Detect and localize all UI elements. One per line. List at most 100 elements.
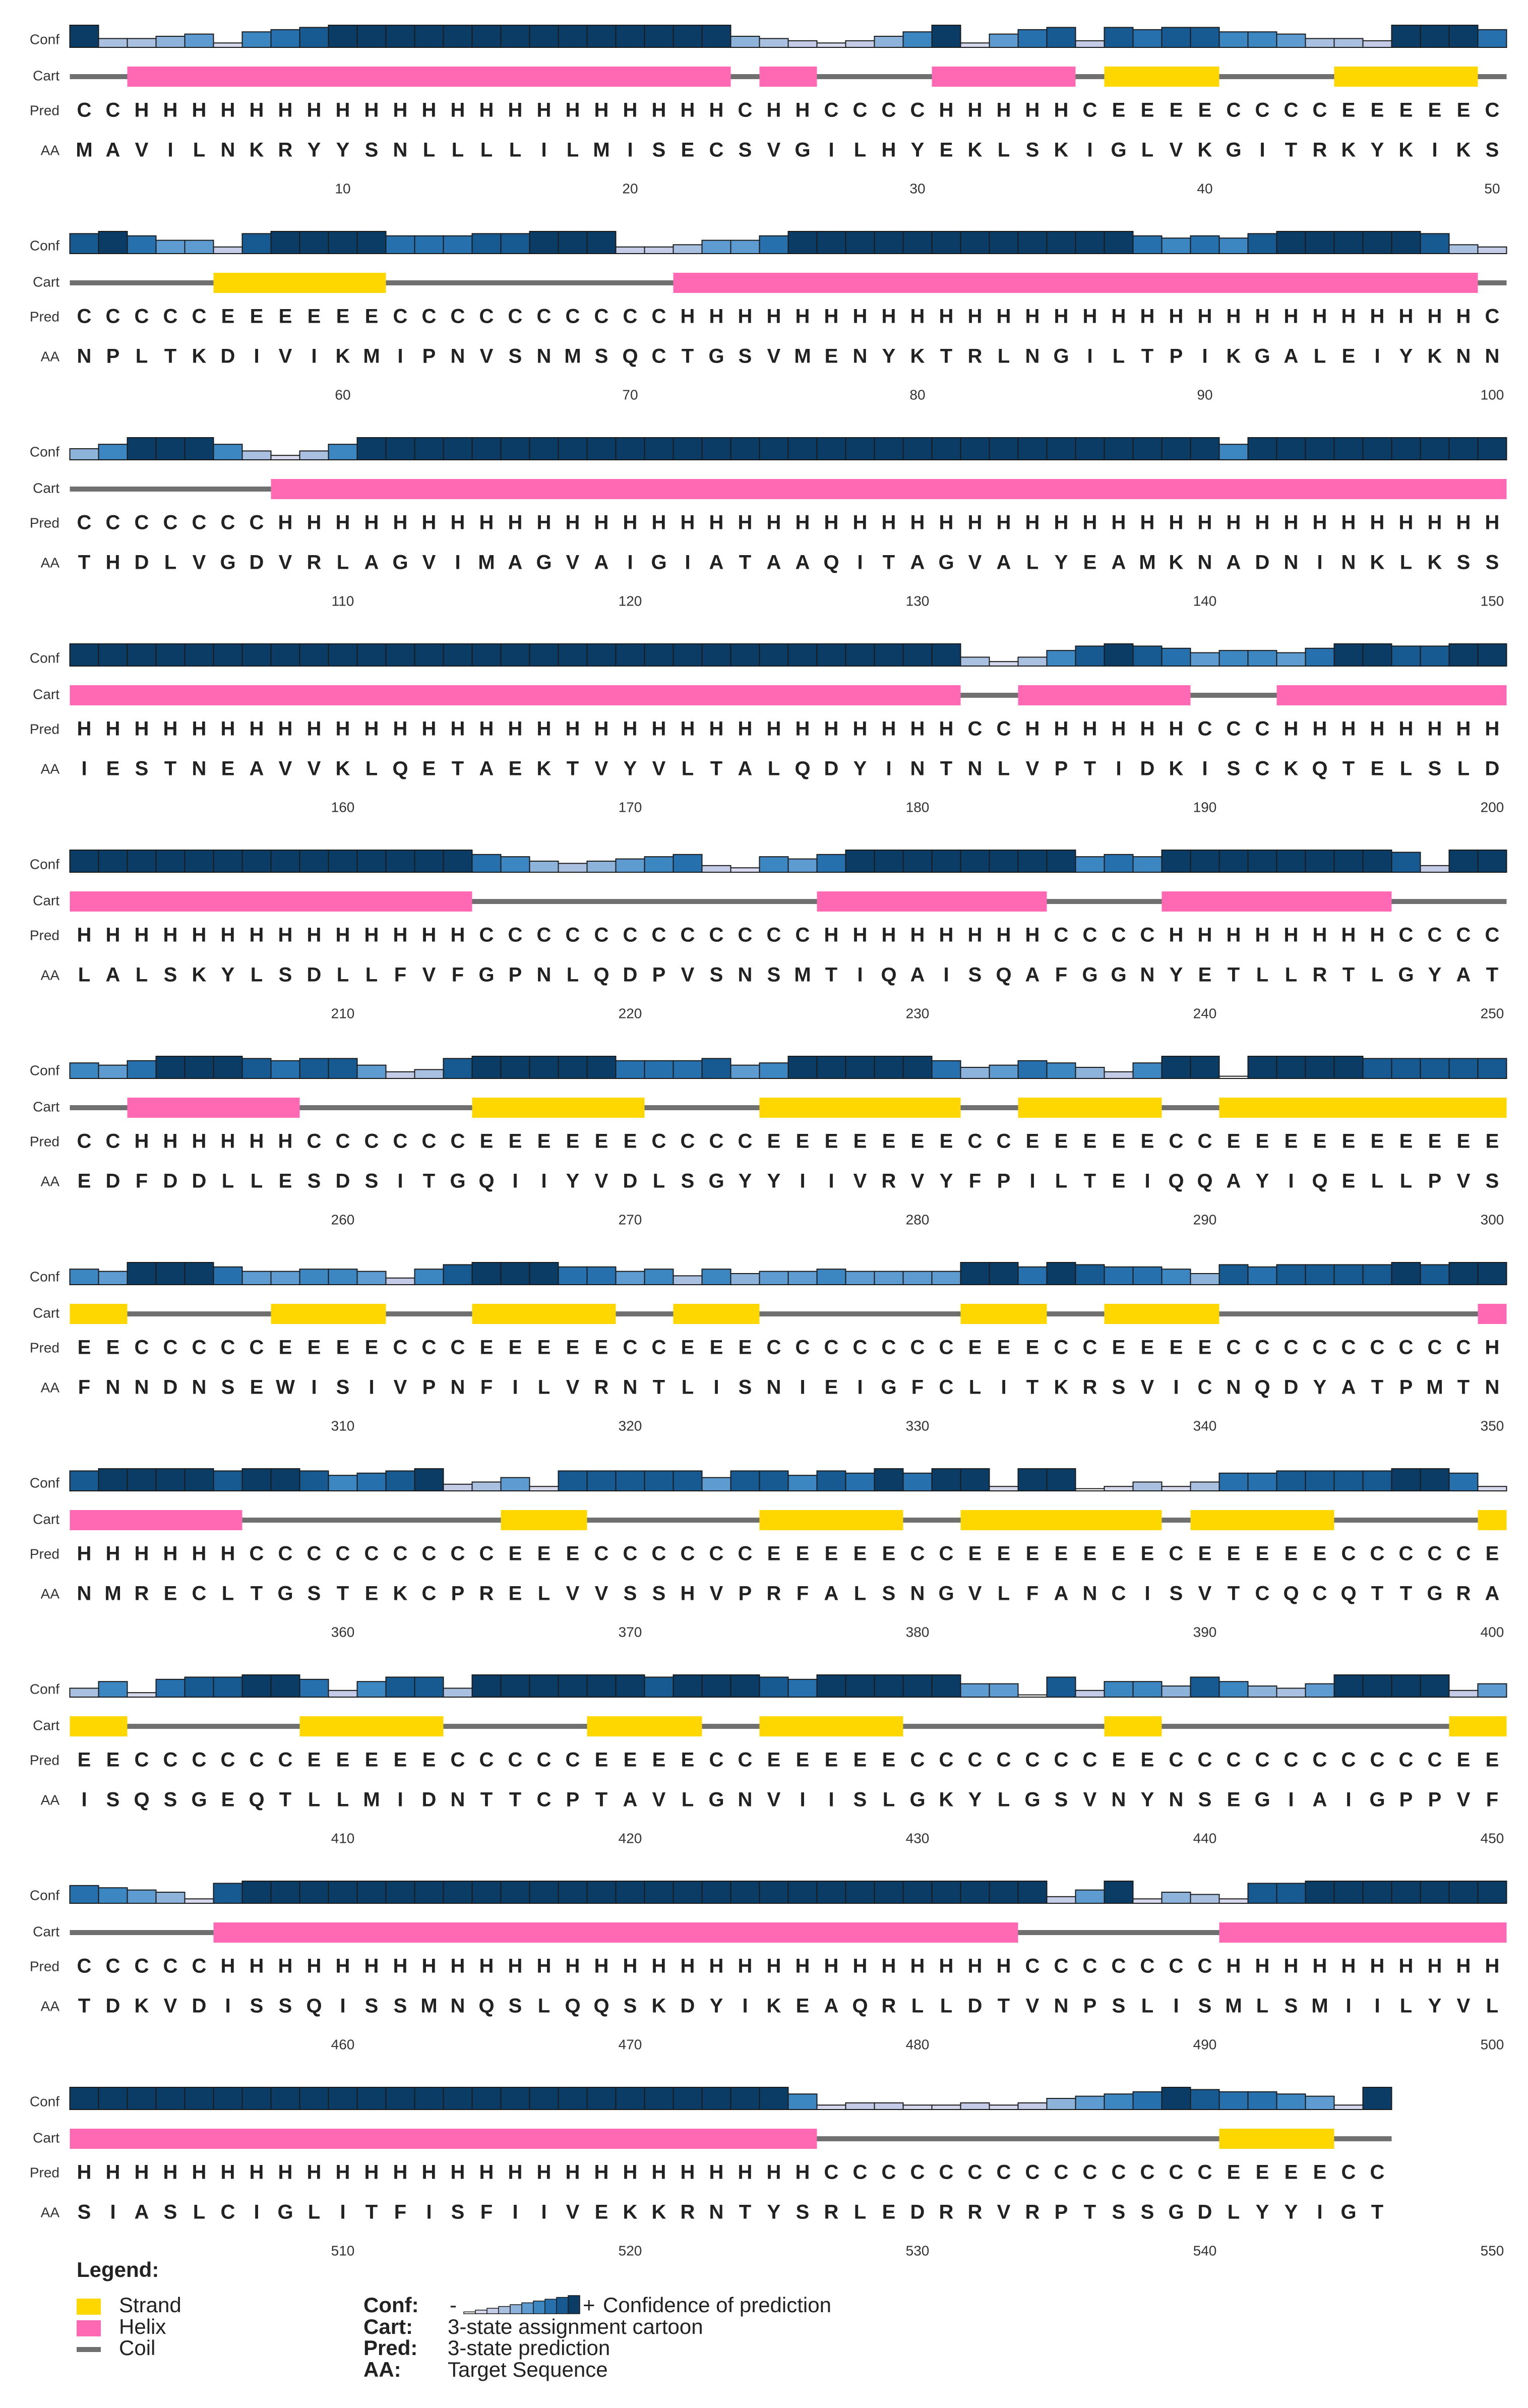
- aa-letter: T: [337, 1583, 349, 1605]
- strand: [1334, 67, 1478, 87]
- confidence-bar: [615, 437, 645, 460]
- pred-letter: C: [882, 99, 896, 122]
- aa-letter: A: [1284, 345, 1299, 368]
- pred-letter: C: [709, 1543, 724, 1565]
- confidence-bar: [1132, 856, 1163, 873]
- confidence-bar: [1075, 231, 1105, 254]
- pred-letter: C: [709, 1749, 724, 1771]
- pred-letter: H: [1456, 306, 1471, 328]
- aa-letter: M: [478, 552, 495, 574]
- pred-letter: H: [1485, 1955, 1500, 1977]
- aa-letter: I: [254, 2201, 259, 2223]
- aa-letter: K: [1399, 139, 1414, 161]
- aa-letter: E: [825, 345, 838, 368]
- aa-letter: I: [1317, 552, 1322, 574]
- helix: [271, 479, 1507, 499]
- aa-letter: D: [968, 1995, 983, 2017]
- aa-letter: N: [1198, 552, 1212, 574]
- pred-letter: C: [451, 1337, 465, 1359]
- confidence-bar: [615, 25, 645, 48]
- pred-letter: E: [1026, 1337, 1040, 1359]
- pred-letter: H: [566, 99, 580, 122]
- pred-letter: H: [623, 2161, 638, 2184]
- aa-letter: D: [106, 1170, 120, 1192]
- pred-letter: C: [479, 306, 494, 328]
- pred-letter: H: [1485, 718, 1500, 740]
- confidence-bar: [615, 1470, 645, 1491]
- pred-letter: E: [279, 1337, 292, 1359]
- pred-letter: H: [1399, 1955, 1414, 1977]
- aa-letter: N: [1112, 1789, 1126, 1811]
- position-tick: 350: [1481, 1418, 1504, 1433]
- aa-letter: V: [853, 1170, 867, 1192]
- pred-letter: H: [1485, 512, 1500, 534]
- confidence-bar: [730, 1273, 760, 1285]
- pred-letter: C: [1227, 1337, 1241, 1359]
- position-tick: 180: [906, 799, 930, 815]
- position-tick: 280: [906, 1212, 930, 1227]
- aa-letter: N: [1485, 345, 1500, 368]
- pred-letter: C: [853, 2161, 868, 2184]
- aa-letter: R: [681, 2201, 695, 2223]
- pred-letter: H: [250, 1130, 264, 1153]
- confidence-bar: [1333, 643, 1364, 667]
- confidence-bar: [356, 2087, 387, 2110]
- aa-letter: I: [81, 1789, 87, 1811]
- pred-letter: H: [853, 512, 868, 534]
- confidence-bar: [69, 1269, 99, 1285]
- position-tick: 100: [1481, 387, 1504, 402]
- pred-letter: H: [796, 718, 810, 740]
- aa-letter: L: [854, 1583, 866, 1605]
- pred-letter: C: [738, 1543, 753, 1565]
- pred-letter: C: [623, 1337, 638, 1359]
- confidence-bar: [69, 1470, 99, 1491]
- pred-letter: E: [1342, 99, 1356, 122]
- row-label: Pred: [30, 309, 59, 324]
- aa-letter: T: [1084, 2201, 1096, 2223]
- aa-letter: P: [997, 1170, 1011, 1192]
- confidence-bar: [644, 1676, 674, 1698]
- aa-letter: L: [1141, 1995, 1153, 2017]
- confidence-bar: [1362, 643, 1392, 667]
- aa-letter: Y: [1055, 552, 1068, 574]
- confidence-bar: [1276, 33, 1306, 48]
- aa-letter: L: [193, 139, 205, 161]
- pred-letter: E: [853, 1749, 867, 1771]
- pred-letter: C: [364, 1543, 379, 1565]
- confidence-bar: [184, 437, 214, 460]
- position-tick: 80: [909, 387, 925, 402]
- aa-letter: L: [452, 139, 464, 161]
- confidence-bar: [989, 231, 1019, 254]
- aa-letter: D: [623, 1170, 638, 1192]
- confidence-bar: [500, 856, 530, 873]
- confidence-bar: [730, 239, 760, 255]
- pred-letter: C: [364, 1130, 379, 1153]
- row-label: AA: [41, 142, 60, 158]
- aa-letter: Q: [392, 758, 408, 780]
- legend-conf-ramp: [556, 2297, 569, 2314]
- pred-letter: C: [939, 1543, 954, 1565]
- pred-letter: C: [1112, 1955, 1126, 1977]
- confidence-bar: [1218, 1472, 1249, 1492]
- aa-letter: Q: [593, 1995, 609, 2017]
- confidence-bar: [414, 643, 444, 667]
- aa-letter: L: [365, 758, 378, 780]
- confidence-bar: [299, 643, 329, 667]
- pred-letter: E: [911, 1130, 925, 1153]
- strand: [1219, 2129, 1334, 2149]
- confidence-bar: [902, 1271, 933, 1286]
- pred-letter: C: [1428, 1337, 1442, 1359]
- confidence-bar: [1477, 437, 1507, 460]
- pred-letter: E: [509, 1130, 522, 1153]
- aa-letter: L: [1055, 1170, 1067, 1192]
- confidence-bar: [98, 1064, 128, 1079]
- confidence-bar: [1420, 25, 1450, 48]
- aa-letter: N: [910, 758, 925, 780]
- pred-letter: E: [422, 1749, 436, 1771]
- aa-letter: S: [1227, 758, 1241, 780]
- aa-letter: N: [192, 1376, 207, 1399]
- pred-letter: H: [336, 2161, 350, 2184]
- pred-letter: E: [825, 1543, 838, 1565]
- pred-letter: C: [652, 1130, 666, 1153]
- row-label: Cart: [33, 892, 59, 908]
